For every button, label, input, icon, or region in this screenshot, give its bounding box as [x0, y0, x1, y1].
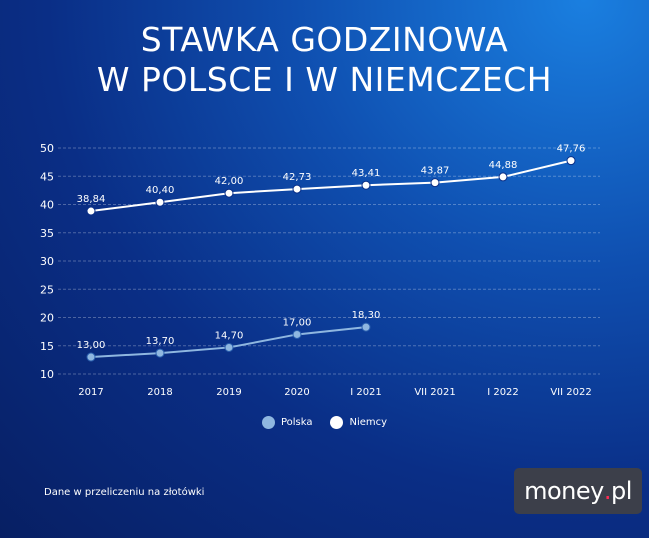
data-label: 13,00 [77, 340, 106, 351]
logo-dot: . [603, 477, 612, 505]
y-tick-label: 50 [40, 142, 54, 155]
legend-item-niemcy: Niemcy [330, 416, 387, 429]
data-point [498, 172, 508, 182]
y-tick-label: 25 [40, 283, 54, 296]
title-line-2: W POLSCE I W NIEMCZECH [96, 60, 553, 99]
logo-tld: pl [610, 477, 632, 505]
money-pl-logo: money. pl [514, 468, 642, 514]
x-tick-label: 2020 [284, 387, 309, 398]
x-tick-label: VII 2022 [550, 387, 591, 398]
data-label: 43,87 [421, 166, 450, 177]
x-tick-label: VII 2021 [414, 387, 455, 398]
y-tick-label: 35 [40, 227, 54, 240]
chart-title: STAWKA GODZINOWA W POLSCE I W NIEMCZECH [0, 20, 649, 100]
legend-item-polska: Polska [261, 416, 313, 429]
data-label: 43,41 [352, 168, 381, 179]
series-group: 13,00 13,70 14,70 17,00 18,30 38,84 40,40 42,00… [77, 144, 586, 362]
data-label: 38,84 [77, 194, 106, 205]
footnote: Dane w przeliczeniu na złotówki [44, 487, 205, 498]
legend-marker-polska [261, 416, 275, 429]
data-point [566, 156, 576, 166]
data-label: 42,00 [215, 176, 244, 187]
y-tick-label: 45 [40, 170, 54, 183]
x-tick-label: 2017 [78, 387, 103, 398]
data-point [224, 188, 234, 198]
x-tick-label: I 2022 [487, 387, 519, 398]
data-point [361, 180, 371, 190]
y-tick-label: 20 [40, 312, 54, 325]
data-label: 40,40 [146, 185, 175, 196]
y-tick-label: 30 [40, 255, 54, 268]
data-label: 42,73 [283, 172, 312, 183]
x-tick-label: I 2021 [350, 387, 382, 398]
data-label: 18,30 [352, 310, 381, 321]
grid-lines [58, 147, 600, 375]
data-label: 13,70 [146, 336, 175, 347]
legend-label-niemcy: Niemcy [349, 417, 388, 428]
data-point [361, 322, 371, 332]
data-point [292, 329, 302, 339]
data-point [292, 184, 302, 194]
data-label: 14,70 [215, 330, 244, 341]
data-point [224, 342, 234, 352]
x-tick-label: 2019 [216, 387, 241, 398]
legend-label-polska: Polska [280, 417, 313, 428]
data-point [430, 178, 440, 188]
y-tick-label: 40 [40, 199, 54, 212]
data-point [86, 206, 96, 216]
legend-marker-niemcy [330, 416, 344, 429]
y-axis-ticks: 10 15 20 25 30 35 40 45 50 [40, 142, 54, 381]
legend: Polska Niemcy [0, 416, 649, 429]
y-tick-label: 15 [40, 340, 54, 353]
x-tick-label: 2018 [147, 387, 172, 398]
data-label: 44,88 [489, 160, 518, 171]
data-label: 47,76 [557, 144, 586, 155]
data-point [86, 352, 96, 362]
series-line-niemcy [90, 159, 572, 213]
data-label: 17,00 [283, 317, 312, 328]
x-axis-ticks: 2017 2018 2019 2020 I 2021 VII 2021 I 2022 VII … [78, 387, 591, 398]
title-line-1: STAWKA GODZINOWA [140, 20, 509, 59]
logo-name: money [524, 477, 604, 505]
data-point [155, 348, 165, 358]
data-point [155, 197, 165, 207]
y-tick-label: 10 [40, 368, 54, 381]
